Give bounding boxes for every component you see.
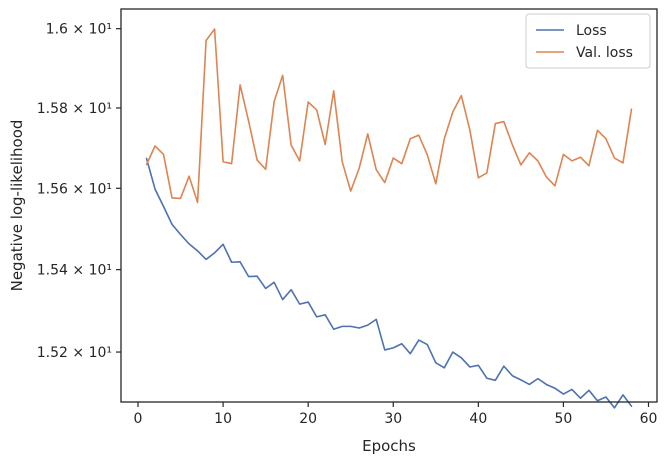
plot-frame [120,8,658,403]
x-axis-ticks: 0 10 20 30 40 50 60 [134,402,658,427]
series-line-loss [145,157,633,409]
y-tick-label: 1.6 × 10¹ [46,22,112,38]
y-axis-label: Negative log-likelihood [8,120,26,292]
legend: Loss Val. loss [525,13,651,69]
x-tick-label: 30 [384,411,402,427]
y-tick-label: 1.56 × 10¹ [37,181,112,197]
y-tick-label: 1.52 × 10¹ [37,345,112,361]
legend-label: Loss [576,23,607,39]
x-tick-label: 0 [134,411,143,427]
plot-series [145,28,633,409]
x-axis-label: Epochs [362,437,416,455]
x-tick-label: 60 [640,411,658,427]
series-line-val-loss [145,28,633,204]
x-tick-label: 10 [214,411,232,427]
y-tick-label: 1.54 × 10¹ [37,263,112,279]
x-tick-label: 20 [299,411,317,427]
legend-label: Val. loss [576,45,633,61]
legend-box [525,13,651,69]
x-tick-label: 50 [554,411,572,427]
y-axis-ticks: 1.52 × 10¹ 1.54 × 10¹ 1.56 × 10¹ 1.58 × 10¹… [37,22,121,361]
x-tick-label: 40 [469,411,487,427]
y-tick-label: 1.58 × 10¹ [37,101,112,117]
